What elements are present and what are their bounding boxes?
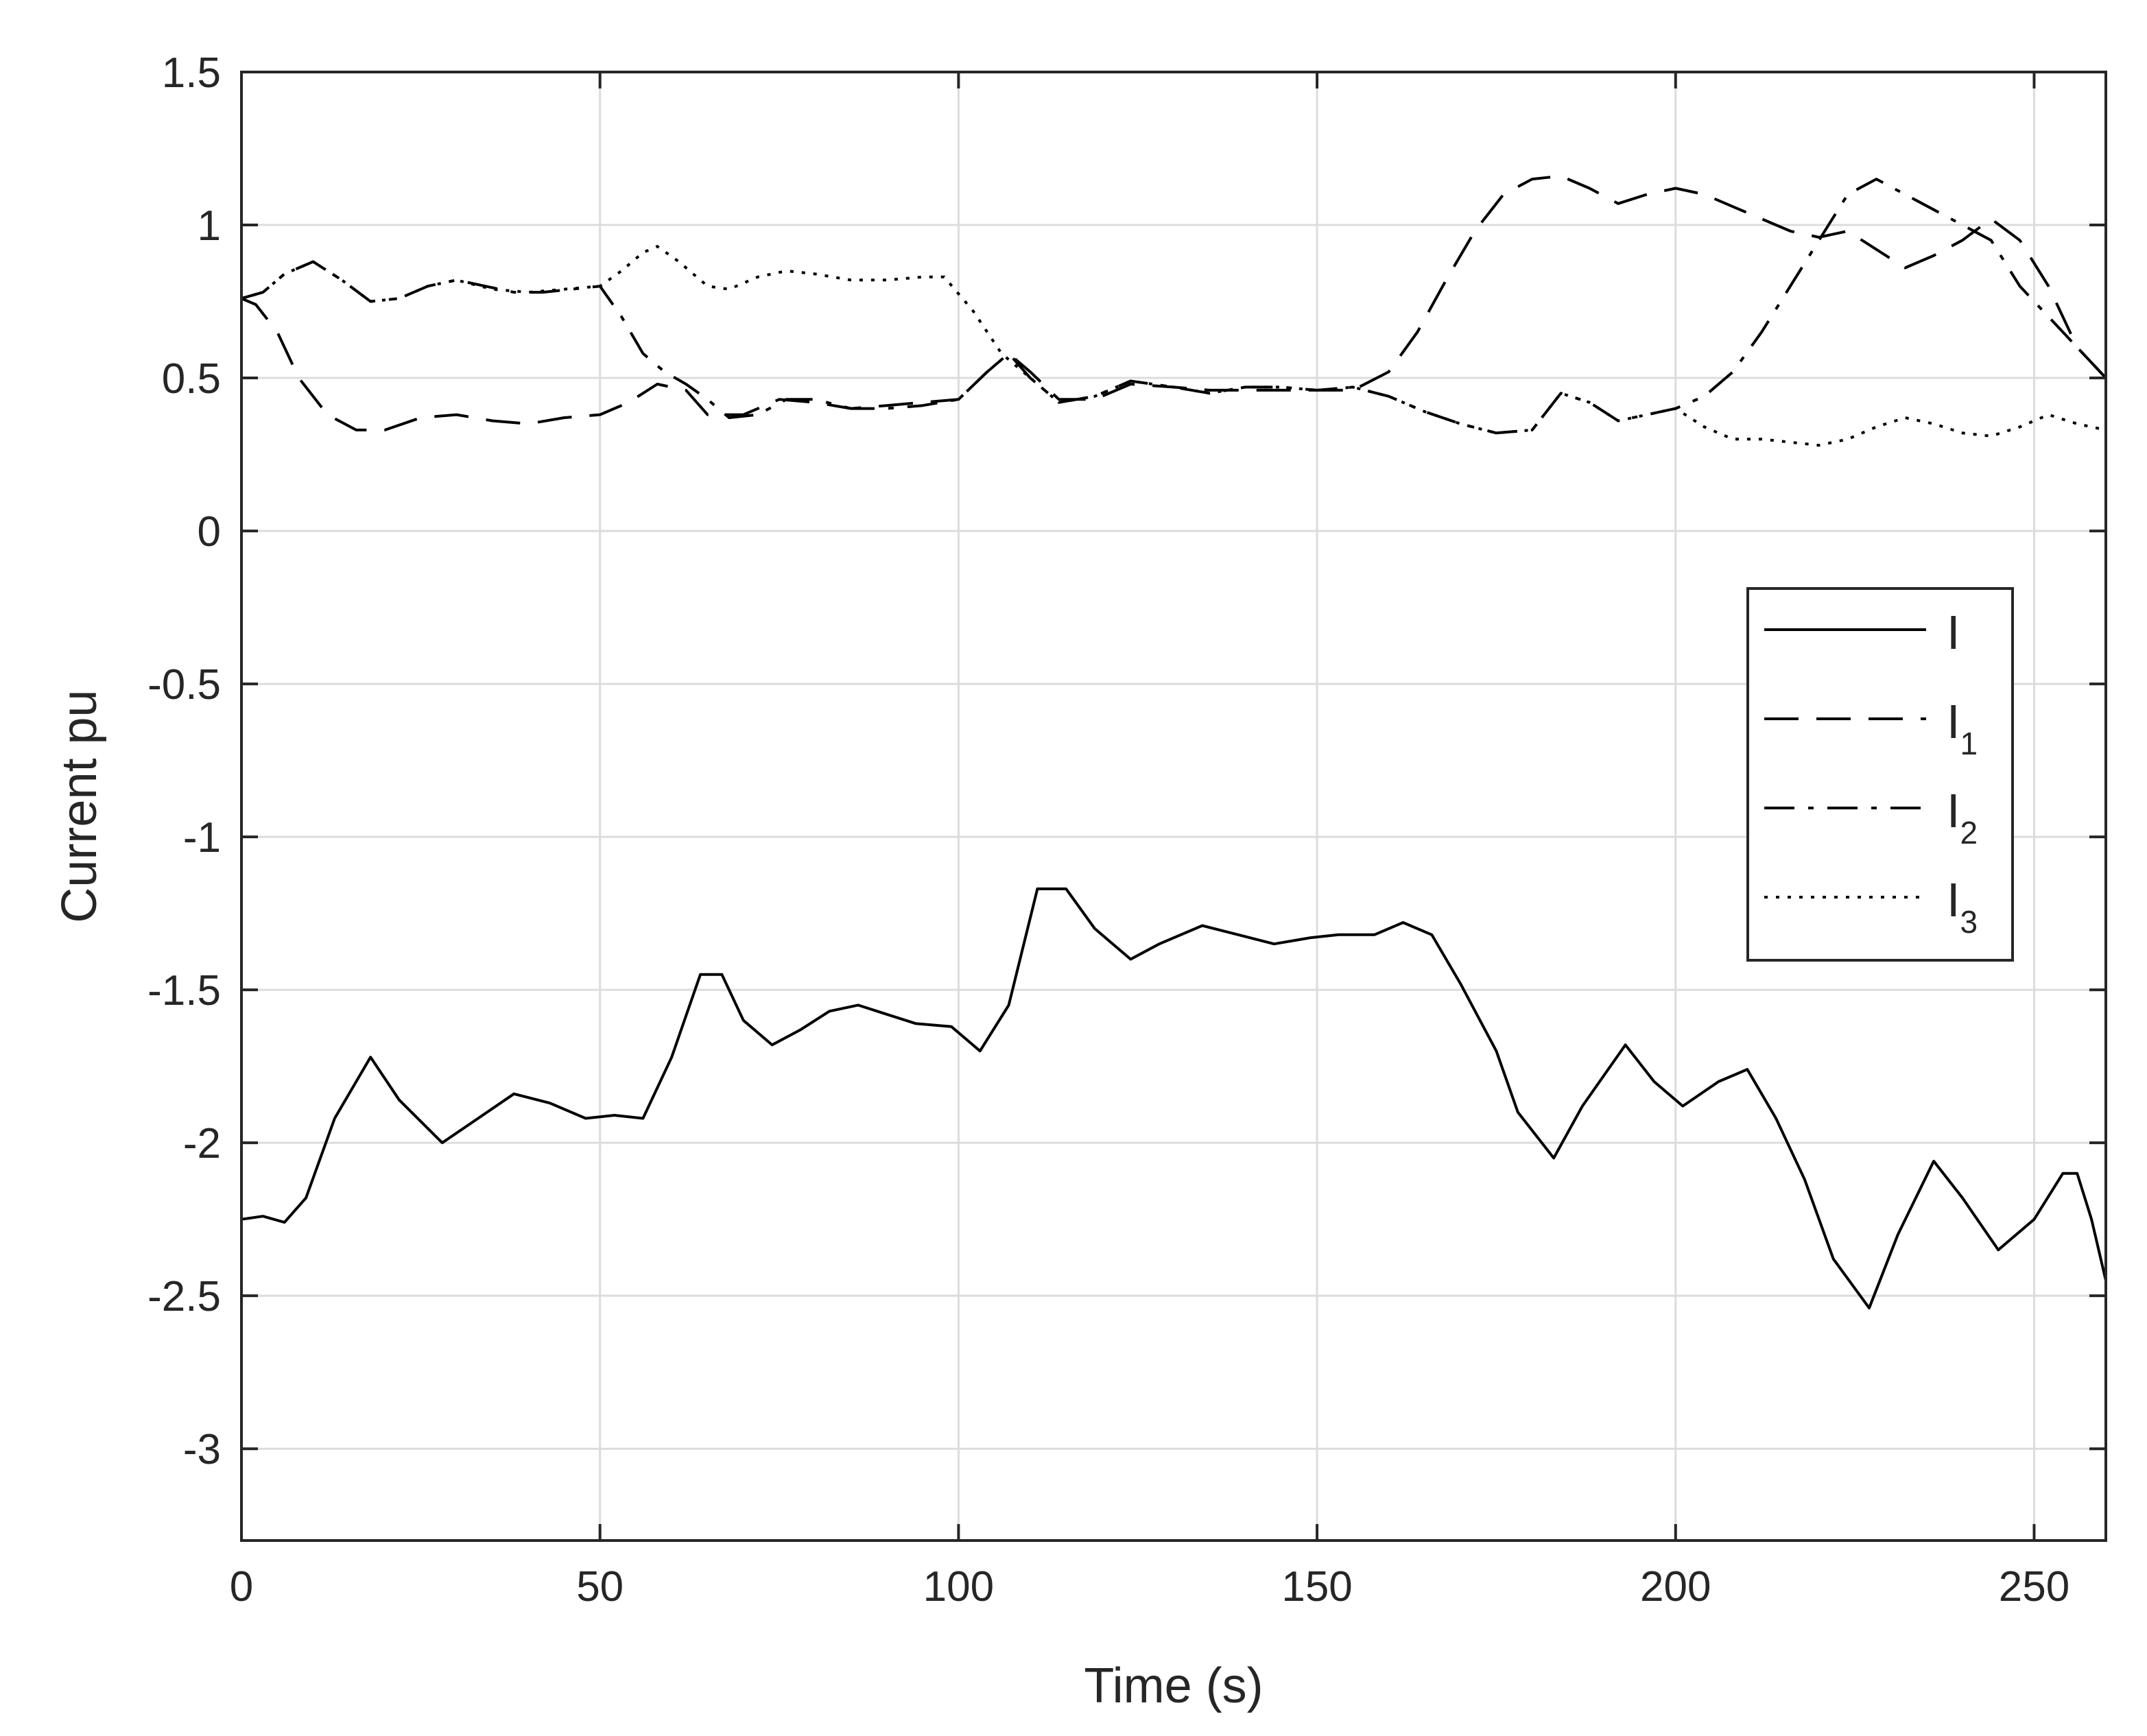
axis-tick-labels: 0 50 100 150 200 250 1.5 1 0.5 0 -0.5 -1 -1.5 -2 -2.5 -…: [147, 49, 2069, 1610]
series-line-1: [241, 887, 2107, 1309]
y-tick-label: -2: [183, 1120, 221, 1167]
x-tick-label: 50: [576, 1563, 624, 1610]
series-lines: [241, 174, 2107, 1309]
legend-box: [1746, 587, 2014, 962]
legend-label: I: [1947, 606, 1960, 659]
y-tick-label: -1: [183, 814, 221, 861]
x-tick-label: 100: [923, 1563, 994, 1610]
y-tick-label: -3: [183, 1426, 221, 1473]
y-tick-label: 1: [198, 202, 221, 250]
y-axis-title: Current pu: [52, 689, 107, 923]
legend-label-subscript: 2: [1960, 815, 1978, 851]
y-tick-label: 0: [198, 508, 221, 556]
y-tick-label: 0.5: [162, 355, 221, 403]
series-line-2: [241, 174, 2107, 431]
y-tick-label: 1.5: [162, 49, 221, 97]
legend-label-subscript: 3: [1960, 904, 1978, 940]
x-tick-label: 150: [1281, 1563, 1352, 1610]
y-tick-label: -0.5: [147, 661, 221, 709]
x-tick-label: 200: [1640, 1563, 1711, 1610]
y-tick-label: -1.5: [147, 967, 221, 1014]
x-tick-label: 0: [230, 1563, 253, 1610]
legend-label-subscript: 1: [1960, 726, 1978, 761]
axes-frame: [240, 71, 2107, 1542]
x-tick-label: 250: [1999, 1563, 2069, 1610]
y-tick-label: -2.5: [147, 1273, 221, 1320]
x-axis-title: Time (s): [1084, 1658, 1263, 1713]
axis-ticks: [240, 71, 2106, 1541]
